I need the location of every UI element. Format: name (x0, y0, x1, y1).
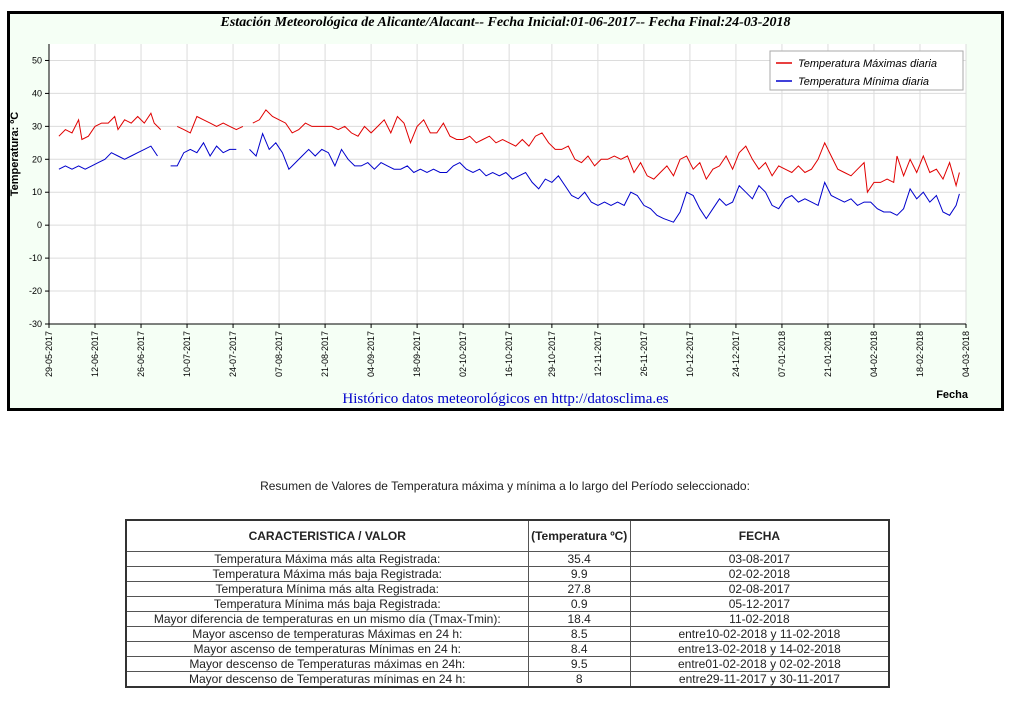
row-temperature: 0.9 (527, 596, 631, 612)
y-tick-label: -30 (29, 319, 42, 329)
row-temperature: 8.4 (527, 641, 631, 657)
table-row: Temperatura Mínima más baja Registrada: 0… (125, 596, 890, 612)
series-line-min (170, 141, 237, 167)
x-tick-label: 26-06-2017 (136, 331, 146, 377)
plot-area (49, 44, 966, 324)
x-tick-label: 18-09-2017 (412, 331, 422, 377)
y-tick-label: 20 (32, 154, 42, 164)
row-date: 02-02-2018 (629, 566, 890, 582)
table-row: Temperatura Mínima más alta Registrada: 2… (125, 581, 890, 597)
table-row: Temperatura Máxima más alta Registrada: 3… (125, 551, 890, 567)
x-tick-label: 07-08-2017 (274, 331, 284, 377)
row-date: 02-08-2017 (629, 581, 890, 597)
x-tick-label: 10-12-2017 (685, 331, 695, 377)
y-tick-label: 0 (37, 220, 42, 230)
x-tick-label: 10-07-2017 (182, 331, 192, 377)
row-characteristic: Mayor diferencia de temperaturas en un m… (125, 611, 529, 627)
row-date: 05-12-2017 (629, 596, 890, 612)
row-characteristic: Temperatura Mínima más baja Registrada: (125, 596, 529, 612)
header-temperature: (Temperatura ºC) (527, 519, 631, 552)
y-tick-label: 10 (32, 187, 42, 197)
table-row: Mayor diferencia de temperaturas en un m… (125, 611, 890, 627)
row-date: entre01-02-2018 y 02-02-2018 (629, 656, 890, 672)
row-temperature: 9.5 (527, 656, 631, 672)
summary-header-row: CARACTERISTICA / VALOR (Temperatura ºC) … (125, 519, 890, 552)
header-date: FECHA (629, 519, 890, 552)
row-temperature: 27.8 (527, 581, 631, 597)
table-row: Mayor descenso de Temperaturas mínimas e… (125, 671, 890, 688)
row-characteristic: Temperatura Mínima más alta Registrada: (125, 581, 529, 597)
x-tick-label: 29-05-2017 (44, 331, 54, 377)
series-line-max (252, 109, 960, 194)
row-temperature: 8 (527, 671, 631, 688)
row-characteristic: Mayor ascenso de temperaturas Mínimas en… (125, 641, 529, 657)
y-tick-label: -20 (29, 286, 42, 296)
summary-caption: Resumen de Valores de Temperatura máxima… (260, 479, 750, 493)
header-characteristic: CARACTERISTICA / VALOR (125, 519, 529, 552)
x-tick-label: 26-11-2017 (639, 331, 649, 376)
x-tick-label: 07-01-2018 (777, 331, 787, 377)
temperature-chart: -30 -20 -10 0 10 20 30 40 50 29-05-2017 12-06-2017… (10, 44, 971, 401)
row-characteristic: Mayor ascenso de temperaturas Máximas en… (125, 626, 529, 642)
summary-table: CARACTERISTICA / VALOR (Temperatura ºC) … (125, 519, 890, 688)
y-tick-label: 50 (32, 55, 42, 65)
row-date: 03-08-2017 (629, 551, 890, 567)
x-tick-label: 18-02-2018 (915, 331, 925, 377)
table-row: Mayor ascenso de temperaturas Mínimas en… (125, 641, 890, 657)
row-temperature: 8.5 (527, 626, 631, 642)
x-tick-label: 12-11-2017 (593, 331, 603, 376)
series-line-max (176, 115, 244, 134)
legend-box (769, 50, 964, 91)
x-axis-label: Fecha (936, 389, 969, 401)
x-tick-label: 21-01-2018 (823, 331, 833, 377)
y-tick-label: 30 (32, 121, 42, 131)
row-temperature: 9.9 (527, 566, 631, 582)
y-tick-label: -10 (29, 253, 42, 263)
row-characteristic: Temperatura Máxima más alta Registrada: (125, 551, 529, 567)
table-row: Temperatura Máxima más baja Registrada: 9… (125, 566, 890, 582)
series-line-max (58, 112, 162, 141)
row-date: entre10-02-2018 y 11-02-2018 (629, 626, 890, 642)
row-characteristic: Mayor descenso de Temperaturas mínimas e… (125, 671, 529, 688)
x-tick-label: 29-10-2017 (547, 331, 557, 377)
x-tick-label: 24-12-2017 (731, 331, 741, 377)
chart-panel: -30 -20 -10 0 10 20 30 40 50 29-05-2017 12-06-2017… (7, 11, 1004, 411)
table-row: Mayor ascenso de temperaturas Máximas en… (125, 626, 890, 642)
row-date: 11-02-2018 (629, 611, 890, 627)
row-temperature: 35.4 (527, 551, 631, 567)
x-tick-label: 04-09-2017 (366, 331, 376, 377)
row-date: entre13-02-2018 y 14-02-2018 (629, 641, 890, 657)
y-axis-label: Temperatura: ºC (10, 112, 21, 197)
row-characteristic: Mayor descenso de Temperaturas máximas e… (125, 656, 529, 672)
row-characteristic: Temperatura Máxima más baja Registrada: (125, 566, 529, 582)
legend-label: Temperatura Máximas diaria (798, 58, 937, 70)
datosclima-link[interactable]: Histórico datos meteorológicos en http:/… (342, 391, 669, 407)
series-line-min (58, 145, 158, 170)
x-tick-label: 24-07-2017 (228, 331, 238, 377)
y-tick-label: 40 (32, 88, 42, 98)
x-tick-label: 02-10-2017 (458, 331, 468, 377)
series-line-min (249, 132, 960, 223)
legend-label: Temperatura Mínima diaria (798, 76, 929, 88)
row-temperature: 18.4 (527, 611, 631, 627)
x-tick-label: 04-02-2018 (869, 331, 879, 377)
table-row: Mayor descenso de Temperaturas máximas e… (125, 656, 890, 672)
x-tick-label: 21-08-2017 (320, 331, 330, 377)
x-tick-label: 12-06-2017 (90, 331, 100, 377)
row-date: entre29-11-2017 y 30-11-2017 (629, 671, 890, 688)
x-tick-label: 16-10-2017 (504, 331, 514, 377)
chart-title: Estación Meteorológica de Alicante/Alaca… (220, 15, 791, 30)
x-tick-label: 04-03-2018 (961, 331, 971, 377)
